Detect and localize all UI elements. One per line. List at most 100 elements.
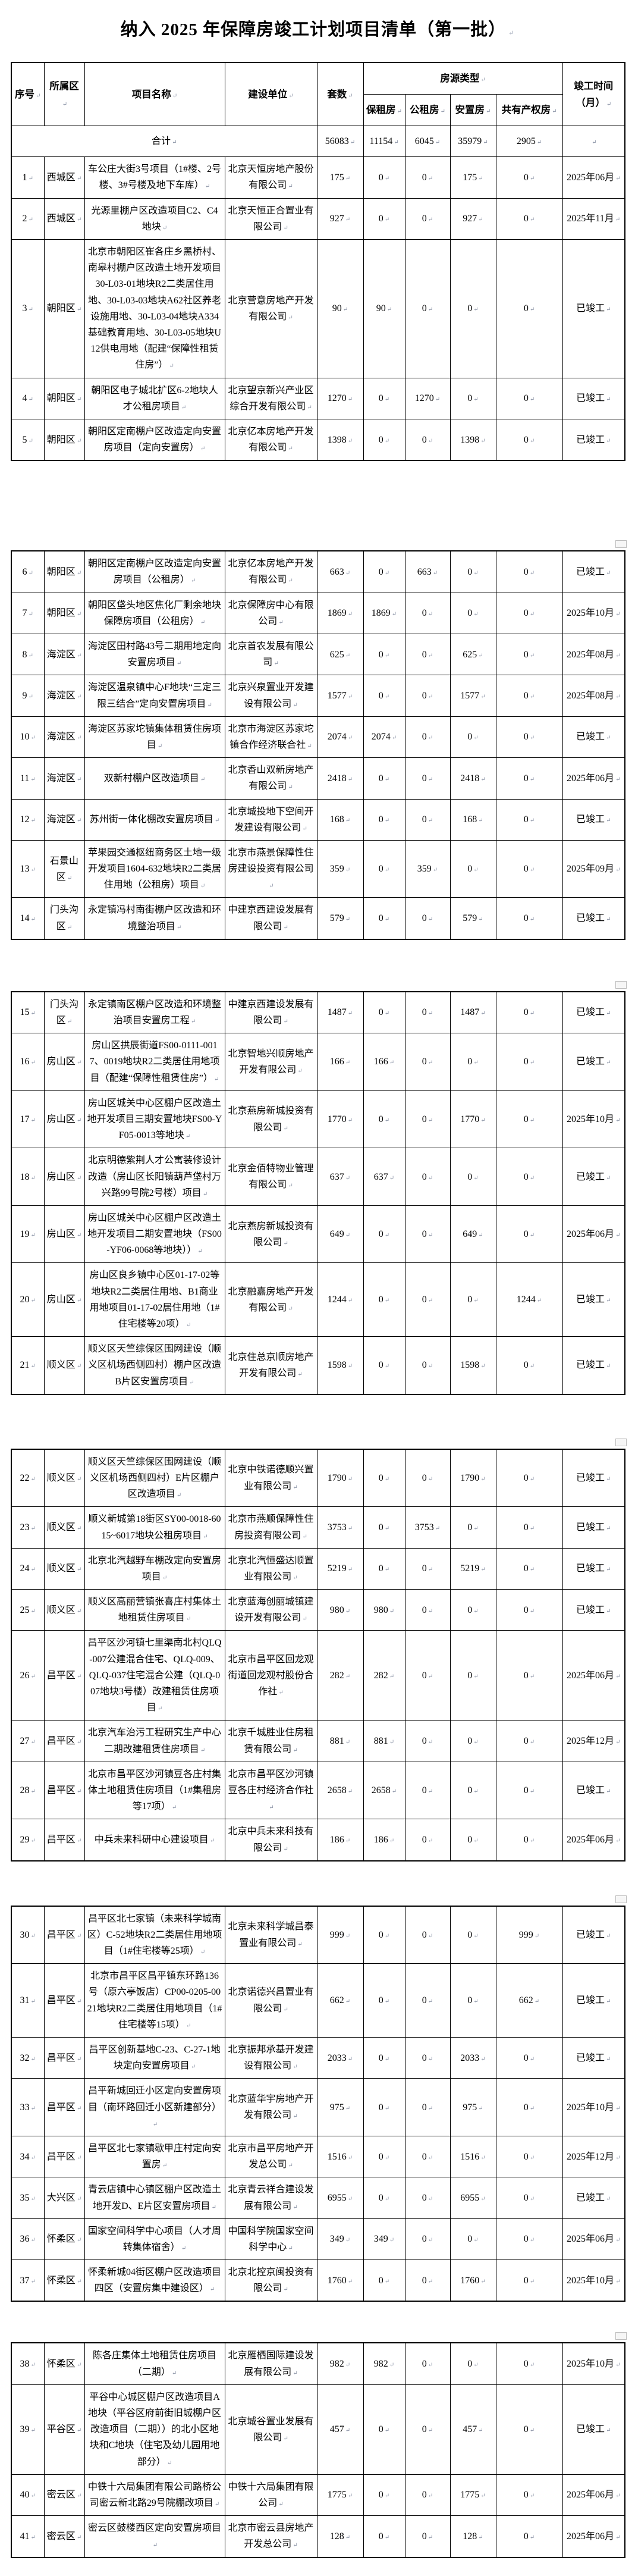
cell-district: 平谷区 xyxy=(43,2384,85,2475)
cell-builder: 北京中铁诺德顺兴置业有限公司 xyxy=(224,1449,318,1508)
cell-units: 186 xyxy=(316,1819,364,1862)
cell-azf: 927 xyxy=(449,198,496,240)
cell-project: 国家空间科学中心项目（人才周转集体宿舍） xyxy=(84,2218,225,2261)
cell-builder: 北京市燕顺保障性住房投资有限公司 xyxy=(224,1506,318,1549)
cell-units: 637 xyxy=(316,1148,364,1206)
cell-district: 房山区 xyxy=(43,1148,85,1206)
table-row: 28昌平区北京市昌平区沙河镇豆各庄村集体土地租赁住房项目（1#集租房等17项）北… xyxy=(11,1761,625,1820)
cell-gycqf: 0 xyxy=(495,239,563,378)
cell-units: 168 xyxy=(316,798,364,841)
cell-units: 1598 xyxy=(316,1336,364,1395)
cell-builder: 北京融嘉房地产开发有限公司 xyxy=(224,1262,318,1337)
cell-seq: 31 xyxy=(11,1963,45,2038)
cell-district: 怀柔区 xyxy=(43,2218,85,2261)
cell-district: 昌平区 xyxy=(43,1906,85,1964)
table-section-6: 38怀柔区陈各庄集体土地租赁住房项目（二期）北京雁栖国际建设发展有限公司9829… xyxy=(11,2332,627,2558)
cell-bzf: 282 xyxy=(363,1630,405,1721)
cell-gzf: 0 xyxy=(404,716,451,759)
cell-district: 怀柔区 xyxy=(43,2342,85,2385)
cell-district: 朝阳区 xyxy=(43,550,85,593)
cell-bzf: 2074 xyxy=(363,716,405,759)
cell-completion: 2025年10月 xyxy=(562,592,625,635)
table-row: 2西城区光源里棚户区改造项目C2、C4地块北京天恒正合置业有限公司9270092… xyxy=(11,198,625,240)
cell-azf: 1770 xyxy=(449,1090,496,1149)
table-row: 23顺义区顺义新城第18街区SY00-0018-6015~6017地块公租房项目… xyxy=(11,1506,625,1549)
cell-builder: 中建京西建设发展有限公司 xyxy=(224,897,318,940)
cell-azf: 0 xyxy=(449,839,496,898)
cell-builder: 北京燕房新城投资有限公司 xyxy=(224,1090,318,1149)
cell-azf: 1577 xyxy=(449,675,496,717)
cell-bzf: 0 xyxy=(363,1963,405,2038)
cell-seq: 36 xyxy=(11,2218,45,2261)
cell-azf: 457 xyxy=(449,2384,496,2475)
cell-builder: 北京兴泉置业开发建设有限公司 xyxy=(224,675,318,717)
cell-units: 579 xyxy=(316,897,364,940)
table-row: 6朝阳区朝阳区定南棚户区改造定向安置房项目（公租房）北京亿本房地产开发有限公司6… xyxy=(11,550,625,593)
cell-units: 975 xyxy=(316,2078,364,2136)
cell-units: 927 xyxy=(316,198,364,240)
projects-table-continued: 30昌平区昌平区北七家镇（未来科学城南区）C-52地块R2二类居住用地项目（1#… xyxy=(11,1905,625,2302)
cell-district: 顺义区 xyxy=(43,1589,85,1631)
total-gycqf: 2905 xyxy=(495,126,563,158)
table-row: 14门头沟区永定镇冯村南街棚户区改造和环境整治项目中建京西建设发展有限公司579… xyxy=(11,897,625,940)
cell-builder: 北京望京新兴产业区综合开发有限公司 xyxy=(224,377,318,419)
cell-gzf: 1270 xyxy=(404,377,451,419)
cell-gycqf: 0 xyxy=(495,991,563,1034)
cell-seq: 11 xyxy=(11,757,45,800)
cell-bzf: 0 xyxy=(363,156,405,199)
page-break-artifact-icon xyxy=(615,1895,627,1903)
cell-seq: 12 xyxy=(11,798,45,841)
cell-builder: 北京城谷置业发展有限公司 xyxy=(224,2384,318,2475)
cell-builder: 北京保障房中心有限公司 xyxy=(224,592,318,635)
cell-project: 中兵未来科研中心建设项目 xyxy=(84,1819,225,1862)
cell-gycqf: 0 xyxy=(495,550,563,593)
table-section-1: 序号 所属区 项目名称 建设单位 套数 房源类型 竣工时间 （月） 保租房 公租… xyxy=(11,62,626,462)
cell-completion: 2025年06月 xyxy=(562,757,625,800)
cell-gzf: 0 xyxy=(404,1720,451,1762)
cell-district: 昌平区 xyxy=(43,1819,85,1862)
col-header-seq: 序号 xyxy=(11,62,45,127)
cell-units: 1487 xyxy=(316,991,364,1034)
cell-completion: 已竣工 xyxy=(562,1262,625,1337)
cell-units: 625 xyxy=(316,634,364,676)
cell-seq: 20 xyxy=(11,1262,45,1337)
cell-gzf: 0 xyxy=(404,798,451,841)
cell-district: 昌平区 xyxy=(43,2078,85,2136)
cell-units: 457 xyxy=(316,2384,364,2475)
cell-project: 密云区鼓楼西区定向安置房项目 xyxy=(84,2515,225,2558)
cell-completion: 已竣工 xyxy=(562,377,625,419)
table-section-5: 30昌平区昌平区北七家镇（未来科学城南区）C-52地块R2二类居住用地项目（1#… xyxy=(11,1895,627,2302)
cell-gycqf: 0 xyxy=(495,716,563,759)
cell-bzf: 980 xyxy=(363,1589,405,1631)
cell-builder: 北京天恒正合置业有限公司 xyxy=(224,198,318,240)
table-row: 3朝阳区北京市朝阳区崔各庄乡黑桥村、南皋村棚户区改造土地开发项目30-L03-0… xyxy=(11,239,625,378)
table-row: 8海淀区海淀区田村路43号二期用地定向安置房项目北京首农发展有限公司625006… xyxy=(11,634,625,676)
cell-district: 顺义区 xyxy=(43,1547,85,1590)
table-row: 24顺义区北京北汽越野车棚改定向安置房项目北京北汽恒盛达顺置业有限公司52190… xyxy=(11,1547,625,1590)
cell-seq: 39 xyxy=(11,2384,45,2475)
cell-gzf: 0 xyxy=(404,592,451,635)
cell-gycqf: 0 xyxy=(495,897,563,940)
cell-completion: 2025年10月 xyxy=(562,2260,625,2302)
cell-gzf: 0 xyxy=(404,1090,451,1149)
cell-bzf: 0 xyxy=(363,897,405,940)
cell-gzf: 0 xyxy=(404,1205,451,1264)
cell-seq: 14 xyxy=(11,897,45,940)
cell-project: 房山区良乡镇中心区01-17-02等地块R2二类居住用地、B1商业用地项目01-… xyxy=(84,1262,225,1337)
cell-gzf: 0 xyxy=(404,239,451,378)
page-title: 纳入 2025 年保障房竣工计划项目清单（第一批） xyxy=(11,15,624,40)
table-row: 37怀柔区怀柔新城04街区棚户区改造项目四区（安置房集中建设区）北京北控京闽投资… xyxy=(11,2260,625,2302)
cell-gzf: 0 xyxy=(404,2078,451,2136)
cell-completion: 已竣工 xyxy=(562,1506,625,1549)
cell-completion: 2025年12月 xyxy=(562,1720,625,1762)
cell-gzf: 0 xyxy=(404,1630,451,1721)
cell-builder: 中铁十六局集团有限公司 xyxy=(224,2474,318,2517)
cell-gzf: 0 xyxy=(404,991,451,1034)
cell-seq: 40 xyxy=(11,2474,45,2517)
table-section-3: 15门头沟区永定镇南区棚户区改造和环境整治项目安置房工程中建京西建设发展有限公司… xyxy=(11,980,627,1395)
cell-builder: 北京天恒房地产股份有限公司 xyxy=(224,156,318,199)
cell-bzf: 0 xyxy=(363,1336,405,1395)
cell-bzf: 0 xyxy=(363,2135,405,2178)
cell-gycqf: 0 xyxy=(495,418,563,461)
cell-units: 175 xyxy=(316,156,364,199)
